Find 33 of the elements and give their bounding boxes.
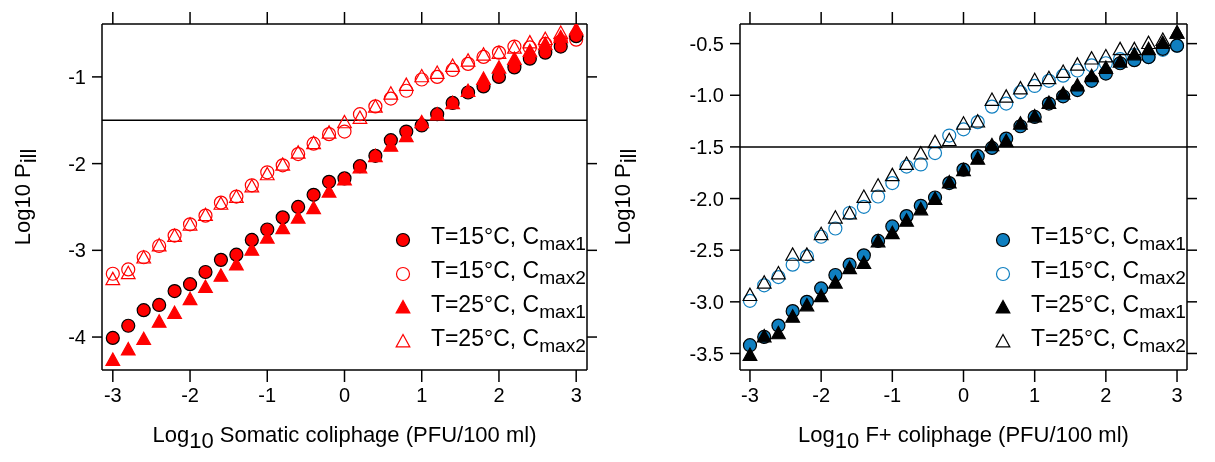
x-tick-label: 2 <box>493 384 505 407</box>
y-tick-label: -3 <box>68 239 86 262</box>
y-tick-label: -1.5 <box>689 136 724 159</box>
x-tick-label: 2 <box>1100 384 1112 407</box>
legend-label: T=25°C, C$_{max2}$ <box>1030 325 1186 357</box>
y-tick-label: -2.5 <box>689 239 724 262</box>
legend-label: T=15°C, C$_{max2}$ <box>430 257 586 289</box>
y-tick-label: -1 <box>68 66 86 88</box>
x-tick-label: -1 <box>258 384 277 407</box>
legend-label: T=15°C, C$_{max1}$ <box>430 223 586 255</box>
x-tick-label: -3 <box>103 384 122 407</box>
x-tick-label: -2 <box>812 384 831 407</box>
y-tick-label: -2 <box>68 152 86 175</box>
x-tick-label: 1 <box>416 384 428 407</box>
x-tick-label: 3 <box>1171 384 1183 407</box>
x-tick-label: 0 <box>338 384 351 407</box>
y-tick-label: -2.0 <box>689 187 724 210</box>
legend-label: T=15°C, C$_{max2}$ <box>1030 257 1186 289</box>
y-tick-label: -3.5 <box>689 342 724 365</box>
x-tick-label: 3 <box>570 384 582 407</box>
x-tick-label: -3 <box>741 384 759 407</box>
y-tick-label: -1.0 <box>689 84 724 107</box>
legend-label: T=25°C, C$_{max1}$ <box>430 291 586 323</box>
y-tick-label: -3.0 <box>689 290 724 313</box>
y-tick-label: -0.5 <box>689 32 724 55</box>
x-tick-label: -1 <box>883 384 902 407</box>
y-tick-label: -4 <box>68 326 86 349</box>
x-tick-label: 0 <box>957 384 970 407</box>
x-tick-label: -2 <box>181 384 199 407</box>
x-tick-label: 1 <box>1029 384 1041 407</box>
legend-label: T=15°C, C$_{max1}$ <box>1030 223 1186 255</box>
legend-label: T=25°C, C$_{max2}$ <box>430 325 586 357</box>
legend-label: T=25°C, C$_{max1}$ <box>1030 291 1186 323</box>
